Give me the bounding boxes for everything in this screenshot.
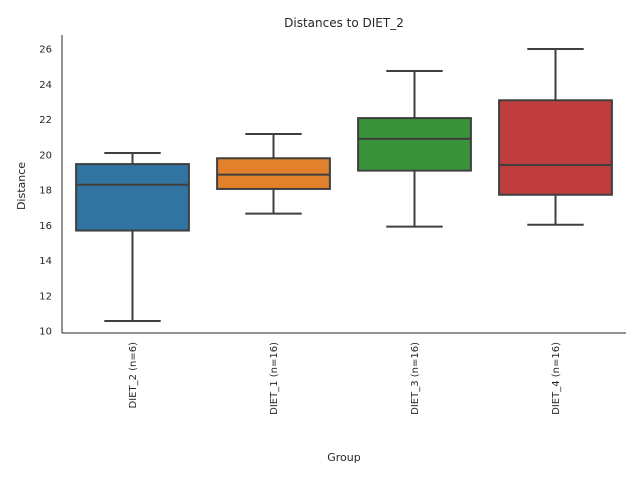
box-group <box>75 151 190 322</box>
y-tick-label: 26 <box>39 45 52 56</box>
iqr-box <box>498 99 613 196</box>
y-tick-label: 16 <box>39 221 52 232</box>
plot-area <box>75 48 613 322</box>
box-group <box>498 48 613 226</box>
x-tick-label: DIET_4 (n=16) <box>551 342 562 415</box>
y-tick-labels: 10 12 14 16 18 20 22 24 26 <box>39 45 52 338</box>
x-axis-label: Group <box>327 451 361 464</box>
x-tick-label: DIET_1 (n=16) <box>269 342 280 415</box>
y-tick-label: 10 <box>39 327 52 338</box>
box-group <box>357 70 472 228</box>
iqr-box <box>75 163 190 232</box>
y-tick-label: 14 <box>39 256 52 267</box>
y-axis-label: Distance <box>15 162 28 210</box>
y-tick-label: 24 <box>39 80 52 91</box>
y-tick-label: 18 <box>39 186 52 197</box>
y-tick-label: 20 <box>39 150 52 161</box>
iqr-box <box>216 157 331 190</box>
x-tick-label: DIET_2 (n=6) <box>128 342 139 409</box>
x-tick-labels: DIET_2 (n=6) DIET_1 (n=16) DIET_3 (n=16) DI… <box>128 342 562 415</box>
y-tick-label: 22 <box>39 115 52 126</box>
iqr-box <box>357 117 472 172</box>
y-tick-label: 12 <box>39 291 52 302</box>
box-group <box>216 132 331 215</box>
x-tick-label: DIET_3 (n=16) <box>410 342 421 415</box>
chart-title: Distances to DIET_2 <box>284 16 404 30</box>
